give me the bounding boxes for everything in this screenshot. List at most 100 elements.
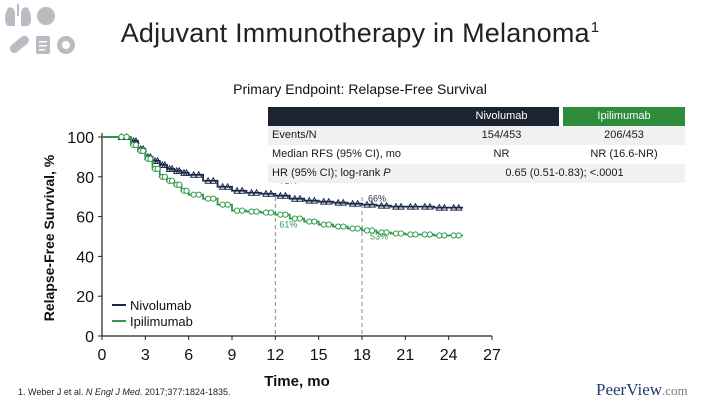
censor-marker-ipilimumab: [296, 215, 303, 222]
censor-marker-ipilimumab: [147, 155, 154, 162]
x-tick-label: 24: [440, 347, 458, 364]
censor-marker-ipilimumab: [397, 230, 405, 237]
censor-marker-ipilimumab: [392, 230, 400, 237]
censor-marker-ipilimumab: [210, 195, 217, 202]
censor-marker-nivolumab: [296, 194, 304, 202]
censor-marker-ipilimumab: [140, 147, 147, 155]
cell-ipilimumab: NR (16.6-NR): [590, 148, 658, 160]
y-tick-label: 40: [76, 249, 94, 266]
censor-marker-ipilimumab: [195, 191, 202, 198]
censor-marker-ipilimumab: [176, 181, 183, 188]
censor-marker-ipilimumab: [239, 207, 246, 214]
x-tick-label: 6: [184, 347, 193, 364]
chart-subtitle: Primary Endpoint: Relapse-Free Survival: [233, 81, 487, 97]
x-tick-label: 3: [141, 347, 150, 364]
censor-marker-nivolumab: [305, 196, 314, 204]
censor-marker-ipilimumab: [450, 232, 457, 239]
y-tick-label: 60: [76, 210, 94, 227]
censor-marker-nivolumab: [363, 200, 371, 208]
table-row: Events/N 154/453 206/453: [268, 126, 685, 145]
table-header-blank: [268, 107, 444, 126]
censor-marker-ipilimumab: [161, 173, 168, 180]
censor-marker-nivolumab: [290, 194, 299, 202]
censor-marker-ipilimumab: [349, 225, 356, 232]
censor-marker-ipilimumab: [190, 191, 197, 198]
censor-marker-nivolumab: [281, 191, 290, 199]
y-tick-label: 100: [67, 130, 94, 147]
censor-marker-ipilimumab: [248, 208, 255, 215]
censor-marker-nivolumab: [310, 196, 319, 204]
y-tick-label: 0: [85, 329, 94, 346]
censor-marker-nivolumab: [204, 176, 213, 184]
x-tick-label: 0: [98, 347, 107, 364]
censor-marker-nivolumab: [348, 199, 357, 207]
medical-icons-logo: [5, 4, 75, 54]
x-tick-label: 15: [310, 347, 328, 364]
censor-marker-ipilimumab: [436, 232, 443, 239]
table-row: HR (95% CI); log-rank P 0.65 (0.51-0.83)…: [268, 164, 685, 183]
x-tick-label: 18: [353, 347, 371, 364]
y-tick-label: 20: [76, 289, 94, 306]
row-label: Median RFS (95% CI), mo: [272, 148, 401, 160]
censor-marker-nivolumab: [353, 199, 362, 207]
table-row: Median RFS (95% CI), mo NR NR (16.6-NR): [268, 145, 685, 164]
censor-marker-nivolumab: [392, 202, 400, 210]
censor-marker-ipilimumab: [383, 229, 390, 236]
censor-marker-nivolumab: [324, 197, 333, 205]
censor-marker-nivolumab: [397, 202, 405, 210]
cell-ipilimumab: 206/453: [604, 129, 644, 141]
title-reference: 1: [590, 19, 600, 36]
censor-marker-nivolumab: [252, 188, 261, 196]
censor-marker-ipilimumab: [335, 223, 342, 230]
journal-name: N Engl J Med: [85, 387, 140, 397]
censor-marker-ipilimumab: [426, 231, 433, 238]
x-tick-label: 12: [266, 347, 284, 364]
censor-marker-nivolumab: [449, 203, 458, 211]
censor-marker-ipilimumab: [363, 227, 371, 234]
censor-marker-ipilimumab: [282, 211, 289, 218]
censor-marker-nivolumab: [189, 170, 198, 178]
legend-label-ipilimumab: Ipilimumab: [130, 314, 193, 329]
censor-marker-nivolumab: [368, 200, 376, 208]
censor-marker-nivolumab: [262, 189, 270, 197]
heart-icon: [37, 7, 55, 25]
x-tick-label: 9: [228, 347, 237, 364]
col-header-nivolumab: Nivolumab: [444, 107, 559, 126]
data-label: 61%: [279, 220, 297, 230]
censor-marker-nivolumab: [233, 186, 241, 194]
censor-marker-ipilimumab: [421, 231, 428, 238]
x-axis-title: Time, mo: [264, 373, 330, 390]
row-label: HR (95% CI); log-rank P: [272, 167, 391, 179]
censor-marker-ipilimumab: [154, 165, 161, 172]
legend-label-nivolumab: Nivolumab: [130, 298, 191, 313]
censor-marker-ipilimumab: [253, 208, 260, 215]
censor-marker-nivolumab: [382, 201, 391, 209]
censor-marker-ipilimumab: [205, 195, 212, 202]
censor-marker-ipilimumab: [183, 187, 190, 194]
cell-nivolumab: NR: [493, 148, 510, 160]
censor-marker-nivolumab: [209, 176, 218, 184]
censor-marker-ipilimumab: [325, 221, 332, 228]
censor-marker-nivolumab: [276, 191, 285, 199]
lungs-icon: [5, 4, 31, 26]
data-label: 66%: [368, 194, 386, 204]
censor-marker-nivolumab: [454, 203, 463, 211]
censor-marker-nivolumab: [175, 166, 184, 174]
brand-logo: PeerView.com: [596, 380, 688, 399]
censor-marker-nivolumab: [194, 170, 203, 178]
censor-marker-nivolumab: [411, 202, 420, 210]
censor-marker-ipilimumab: [311, 218, 318, 225]
censor-marker-ipilimumab: [320, 221, 327, 228]
censor-marker-ipilimumab: [233, 207, 241, 214]
x-tick-label: 27: [483, 347, 501, 364]
y-axis-title: Relapse-Free Survival, %: [41, 154, 57, 321]
censor-marker-ipilimumab: [132, 141, 140, 149]
data-label: 53%: [370, 232, 388, 242]
censor-marker-ipilimumab: [262, 209, 270, 216]
page-title: Adjuvant Immunotherapy in Melanoma1: [120, 18, 600, 48]
censor-marker-nivolumab: [160, 160, 169, 168]
x-tick-label: 21: [396, 347, 414, 364]
censor-marker-nivolumab: [153, 156, 162, 164]
censor-marker-nivolumab: [406, 202, 415, 210]
